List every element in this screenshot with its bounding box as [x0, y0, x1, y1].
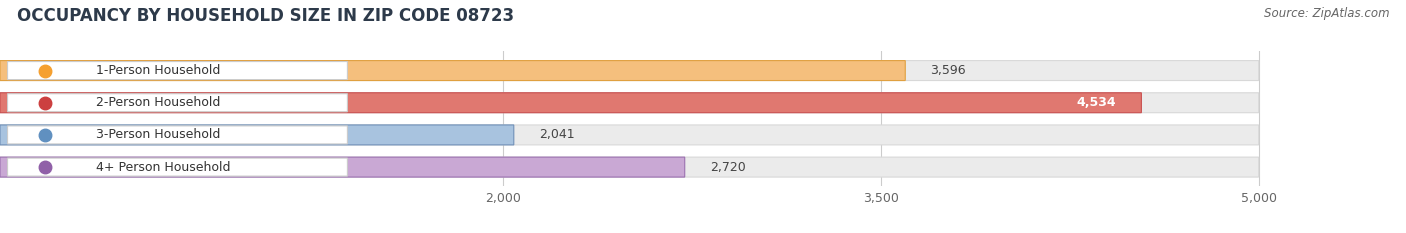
Text: 4,534: 4,534: [1077, 96, 1116, 109]
Text: 4+ Person Household: 4+ Person Household: [96, 161, 231, 174]
FancyBboxPatch shape: [7, 158, 347, 176]
Text: 1-Person Household: 1-Person Household: [96, 64, 219, 77]
Text: Source: ZipAtlas.com: Source: ZipAtlas.com: [1264, 7, 1389, 20]
FancyBboxPatch shape: [7, 126, 347, 144]
FancyBboxPatch shape: [7, 62, 347, 80]
FancyBboxPatch shape: [0, 61, 1258, 81]
FancyBboxPatch shape: [0, 157, 685, 177]
Text: 3-Person Household: 3-Person Household: [96, 128, 219, 141]
Text: OCCUPANCY BY HOUSEHOLD SIZE IN ZIP CODE 08723: OCCUPANCY BY HOUSEHOLD SIZE IN ZIP CODE …: [17, 7, 515, 25]
FancyBboxPatch shape: [7, 94, 347, 112]
FancyBboxPatch shape: [0, 93, 1258, 113]
FancyBboxPatch shape: [0, 93, 1142, 113]
FancyBboxPatch shape: [0, 61, 905, 81]
FancyBboxPatch shape: [0, 125, 513, 145]
FancyBboxPatch shape: [0, 157, 1258, 177]
Text: 2,041: 2,041: [538, 128, 575, 141]
FancyBboxPatch shape: [0, 125, 1258, 145]
Text: 2,720: 2,720: [710, 161, 745, 174]
Text: 2-Person Household: 2-Person Household: [96, 96, 219, 109]
Text: 3,596: 3,596: [931, 64, 966, 77]
